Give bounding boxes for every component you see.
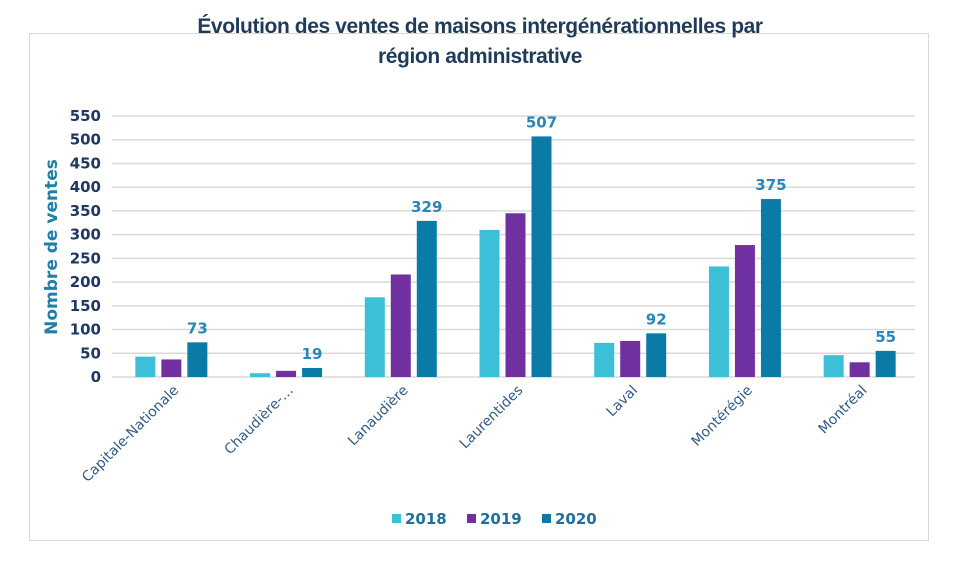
bar-2020-4	[646, 333, 667, 377]
data-labels: 73 19 329 507 92 375 55	[187, 113, 896, 363]
data-label: 55	[875, 328, 896, 346]
chart-title-line-2: région administrative	[378, 45, 582, 68]
x-tick-label: Lanaudière	[345, 383, 412, 450]
bar-2020-6	[875, 350, 896, 377]
data-label: 375	[755, 176, 786, 194]
bar-2020-2	[416, 220, 437, 377]
bar-2019-4	[620, 340, 641, 377]
bar-2018-5	[708, 266, 729, 377]
data-label: 73	[187, 319, 208, 337]
data-label: 507	[526, 113, 557, 131]
x-tick-label: Montréal	[816, 383, 871, 438]
legend-swatch-2018	[392, 514, 401, 523]
legend-label-2020: 2020	[555, 510, 597, 528]
y-tick-label: 0	[91, 368, 101, 386]
y-tick-label: 400	[70, 178, 101, 196]
legend: 2018 2019 2020	[392, 510, 597, 528]
bar-2020-1	[302, 367, 323, 377]
y-tick-label: 300	[70, 226, 101, 244]
x-tick-label: Chaudière-…	[222, 383, 297, 458]
x-tick-label: Capitale-Nationale	[79, 383, 182, 486]
bar-2019-1	[276, 370, 297, 377]
bar-2018-4	[594, 342, 615, 377]
bar-2018-3	[479, 229, 500, 377]
y-tick-label: 100	[70, 321, 101, 339]
data-label: 19	[302, 345, 323, 363]
legend-swatch-2020	[542, 514, 551, 523]
bar-2020-3	[531, 136, 552, 377]
bar-2019-0	[161, 359, 182, 377]
x-tick-label: Laurentides	[457, 383, 527, 453]
bar-2020-0	[187, 342, 208, 377]
bar-2020-5	[760, 199, 781, 377]
y-tick-label: 350	[70, 202, 101, 220]
bar-2019-6	[849, 362, 870, 377]
chart-title-line-1: Évolution des ventes de maisons intergén…	[197, 15, 763, 38]
y-tick-label: 150	[70, 297, 101, 315]
bar-2018-2	[364, 297, 385, 377]
x-tick-label: Laval	[603, 383, 641, 421]
bar-2018-0	[135, 356, 156, 377]
y-tick-label: 450	[70, 154, 101, 172]
legend-label-2019: 2019	[480, 510, 522, 528]
x-axis-labels: Capitale-Nationale Chaudière-… Lanaudière L…	[79, 383, 870, 486]
y-tick-label: 200	[70, 273, 101, 291]
legend-label-2018: 2018	[405, 510, 447, 528]
bar-2019-2	[390, 274, 411, 377]
y-axis-ticks: 0 50 100 150 200 250 300 350 400 450 500 550	[70, 107, 101, 386]
bar-2019-5	[734, 245, 755, 377]
data-label: 329	[411, 198, 442, 216]
bars	[135, 136, 896, 377]
data-label: 92	[646, 310, 667, 328]
y-axis-title: Nombre de ventes	[42, 159, 62, 335]
bar-2018-6	[823, 355, 844, 377]
y-tick-label: 250	[70, 249, 101, 267]
y-tick-label: 550	[70, 107, 101, 125]
legend-swatch-2019	[467, 514, 476, 523]
bar-2019-3	[505, 213, 526, 377]
y-tick-label: 500	[70, 131, 101, 149]
y-tick-label: 50	[80, 344, 101, 362]
chart-title: Évolution des ventes de maisons intergén…	[0, 12, 960, 72]
x-tick-label: Montérégie	[689, 383, 756, 450]
bar-2018-1	[250, 373, 271, 377]
